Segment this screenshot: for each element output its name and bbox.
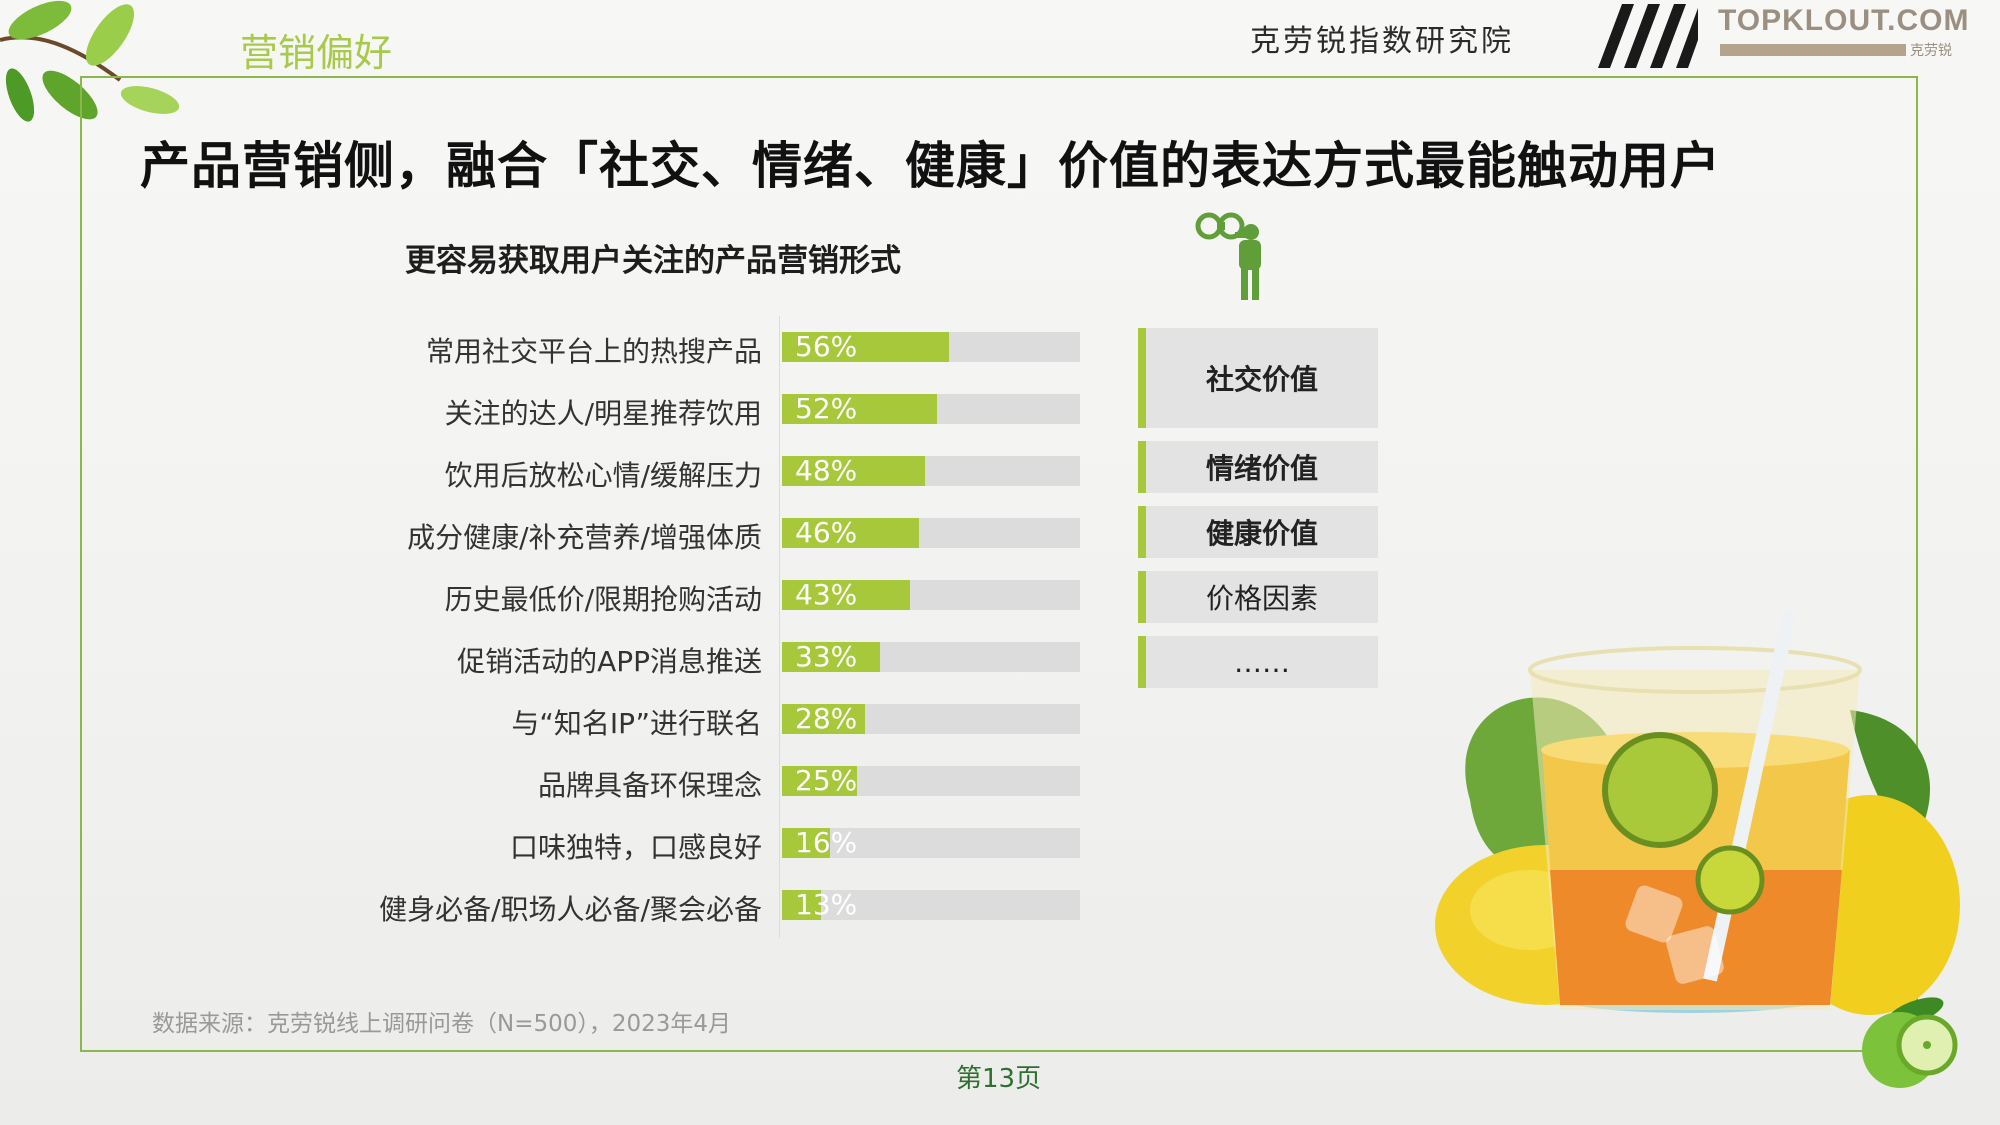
value-category-box: 社交价值	[1138, 328, 1378, 428]
binoculars-person-icon	[1195, 212, 1261, 300]
bar-category-label: 口味独特，口感良好	[509, 831, 762, 864]
bar-category-label: 健身必备/职场人必备/聚会必备	[379, 893, 762, 926]
bar-track	[782, 828, 1080, 858]
chart-axis	[779, 316, 780, 938]
bar-value-label: 56%	[795, 330, 858, 363]
bar-value-label: 13%	[795, 888, 858, 921]
institute-name: 克劳锐指数研究院	[1250, 24, 1514, 59]
bar-category-label: 品牌具备环保理念	[537, 769, 762, 802]
bar-category-label: 成分健康/补充营养/增强体质	[407, 521, 762, 554]
bar-value-label: 43%	[795, 578, 858, 611]
logo-text: TOPKLOUT.COM	[1718, 4, 1970, 37]
section-tag: 营销偏好	[240, 31, 393, 75]
bar	[782, 642, 881, 672]
value-category-box: 情绪价值	[1138, 441, 1378, 493]
bar-value-label: 33%	[795, 640, 858, 673]
bar-value-label: 52%	[795, 392, 858, 425]
page-title: 产品营销侧，融合「社交、情绪、健康」价值的表达方式最能触动用户	[140, 137, 1721, 195]
logo-stripes-icon	[1598, 4, 1698, 68]
bar	[782, 518, 920, 548]
bar	[782, 394, 937, 424]
leaves-icon	[0, 0, 180, 122]
logo-subline	[1720, 44, 1906, 56]
bar-category-label: 历史最低价/限期抢购活动	[444, 583, 762, 616]
value-category-box: 价格因素	[1138, 571, 1378, 623]
bar-category-label: 与“知名IP”进行联名	[511, 707, 762, 740]
bar-category-label: 饮用后放松心情/缓解压力	[444, 459, 762, 492]
bar-category-label: 促销活动的APP消息推送	[457, 645, 762, 678]
bar-value-label: 28%	[795, 702, 858, 735]
logo-sub: 克劳锐	[1910, 43, 1952, 59]
lime-icon	[1862, 997, 1958, 1088]
value-category-box: ……	[1138, 636, 1378, 688]
bar	[782, 890, 821, 920]
bar-value-label: 16%	[795, 826, 858, 859]
bar	[782, 332, 949, 362]
data-source-note: 数据来源：克劳锐线上调研问卷（N=500），2023年4月	[152, 1011, 732, 1037]
bar-category-label: 常用社交平台上的热搜产品	[425, 335, 762, 368]
bar-value-label: 46%	[795, 516, 858, 549]
content-frame	[80, 76, 1918, 1052]
bar-track	[782, 890, 1080, 920]
lemon-juice-illustration	[1435, 605, 1960, 1015]
chart-title: 更容易获取用户关注的产品营销形式	[405, 243, 901, 279]
page-number: 第13页	[956, 1064, 1042, 1094]
bar-value-label: 48%	[795, 454, 858, 487]
bar-category-label: 关注的达人/明星推荐饮用	[444, 397, 762, 430]
bar	[782, 828, 830, 858]
bar	[782, 766, 857, 796]
bar	[782, 456, 926, 486]
value-category-box: 健康价值	[1138, 506, 1378, 558]
bar	[782, 704, 866, 734]
bar-value-label: 25%	[795, 764, 858, 797]
bar	[782, 580, 911, 610]
